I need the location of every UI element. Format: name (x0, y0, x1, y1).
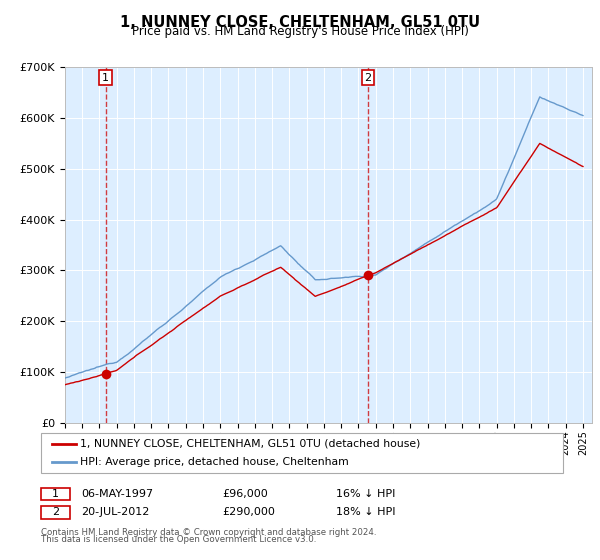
Text: HPI: Average price, detached house, Cheltenham: HPI: Average price, detached house, Chel… (80, 458, 349, 467)
Text: 1: 1 (102, 73, 109, 82)
Text: £290,000: £290,000 (222, 507, 275, 517)
Text: Contains HM Land Registry data © Crown copyright and database right 2024.: Contains HM Land Registry data © Crown c… (41, 528, 376, 536)
Text: 1, NUNNEY CLOSE, CHELTENHAM, GL51 0TU (detached house): 1, NUNNEY CLOSE, CHELTENHAM, GL51 0TU (d… (80, 439, 420, 449)
Text: 2: 2 (364, 73, 371, 82)
Text: 18% ↓ HPI: 18% ↓ HPI (336, 507, 395, 517)
Text: 1, NUNNEY CLOSE, CHELTENHAM, GL51 0TU: 1, NUNNEY CLOSE, CHELTENHAM, GL51 0TU (120, 15, 480, 30)
Text: 2: 2 (52, 507, 59, 517)
Text: 1: 1 (52, 489, 59, 499)
Text: 16% ↓ HPI: 16% ↓ HPI (336, 489, 395, 499)
Text: 20-JUL-2012: 20-JUL-2012 (81, 507, 149, 517)
Text: £96,000: £96,000 (222, 489, 268, 499)
Text: 06-MAY-1997: 06-MAY-1997 (81, 489, 153, 499)
Text: This data is licensed under the Open Government Licence v3.0.: This data is licensed under the Open Gov… (41, 535, 316, 544)
Text: Price paid vs. HM Land Registry's House Price Index (HPI): Price paid vs. HM Land Registry's House … (131, 25, 469, 38)
